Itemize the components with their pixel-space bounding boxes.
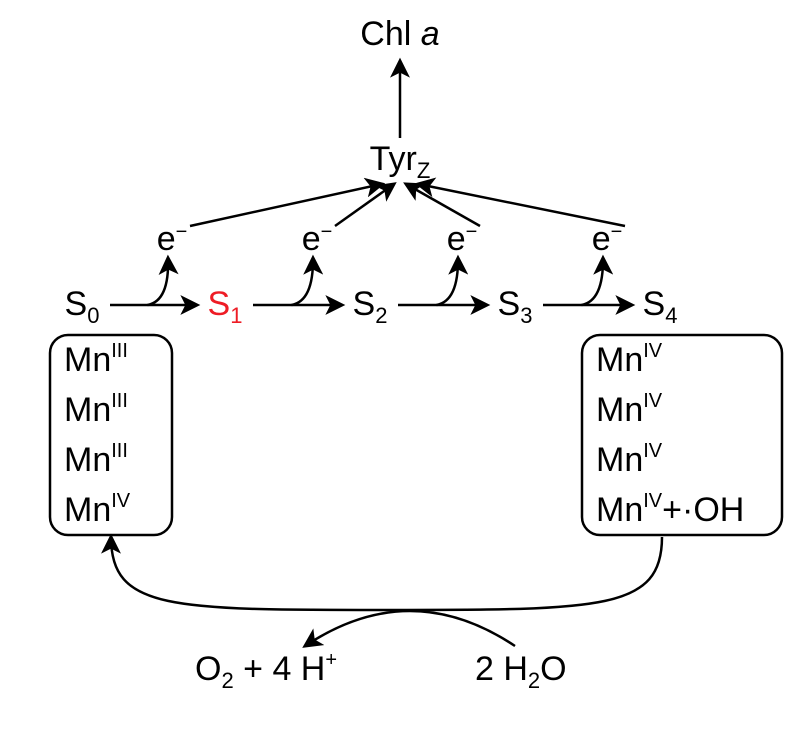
- tyrz-label: TyrZ: [370, 140, 431, 183]
- s-state-label: S0: [65, 285, 100, 328]
- mn-line: MnIII: [64, 340, 128, 379]
- mn-line: MnIV+·OH: [596, 490, 744, 529]
- 2h2o-label: 2 H2O: [475, 650, 567, 693]
- arrow-e-to-tyr: [190, 184, 382, 226]
- arrow-hook-to-electron: [292, 258, 314, 305]
- chl-a-italic: a: [421, 15, 440, 53]
- tyr-sub: Z: [417, 158, 430, 183]
- s-state-label: S1: [208, 285, 243, 328]
- arrow-hook-to-electron: [437, 258, 459, 305]
- mn-line: MnIII: [64, 440, 128, 479]
- kok-cycle-diagram: Chl a TyrZ e−e−e−e− S0S1S2S3S4 MnIIIMnII…: [0, 0, 800, 735]
- electron-label: e−: [157, 220, 188, 258]
- reaction-arrow: [305, 611, 515, 646]
- o2-4h-label: O2 + 4 H+: [195, 649, 337, 693]
- arrow-hook-to-electron: [582, 258, 604, 305]
- arrow-hook-to-electron: [148, 258, 169, 305]
- mn-line: MnIV: [596, 340, 663, 379]
- mn-line: MnIV: [596, 390, 663, 429]
- electron-label: e−: [447, 220, 478, 258]
- tyr-text: Tyr: [370, 140, 417, 178]
- s-state-label: S3: [498, 285, 533, 328]
- return-arrow: [111, 537, 662, 610]
- mn-line: MnIII: [64, 390, 128, 429]
- mn-line: MnIV: [596, 440, 663, 479]
- s-state-label: S4: [643, 285, 678, 328]
- mn-line: MnIV: [64, 490, 131, 529]
- chl-text: Chl: [360, 15, 411, 53]
- electron-label: e−: [302, 220, 333, 258]
- arrow-e-to-tyr: [335, 184, 394, 226]
- chl-a-label: Chl a: [360, 15, 439, 53]
- s-state-label: S2: [353, 285, 388, 328]
